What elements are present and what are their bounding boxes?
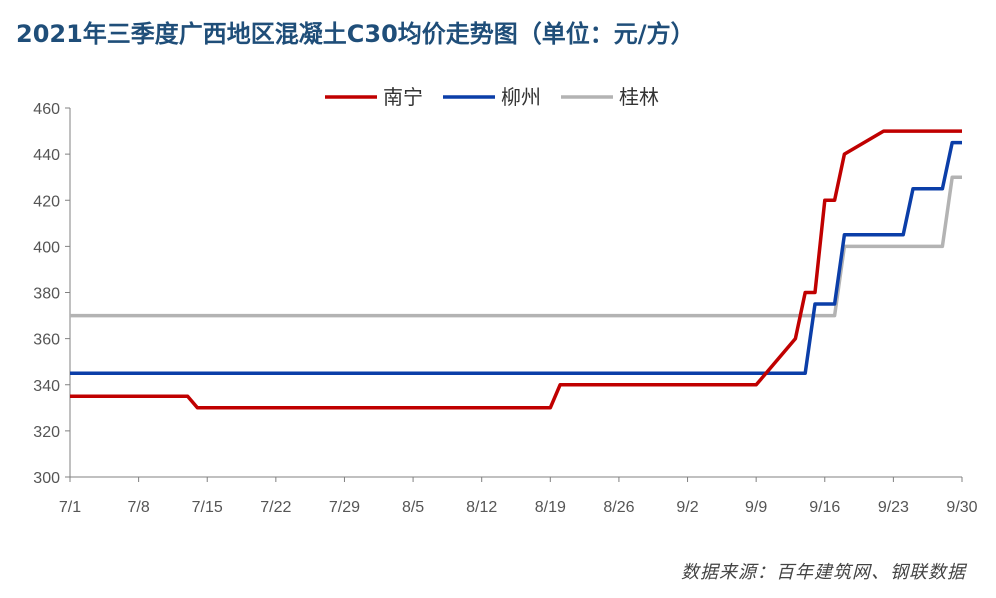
legend-label-1: 南宁 [383,85,423,109]
chart-axes: 300 320 340 360 380 400 420 440 460 7/1 7/8 7/15 7/2… [33,101,977,516]
x-tick-label: 8/12 [466,499,497,516]
y-tick-label: 420 [33,193,60,210]
y-tick-label: 360 [33,332,60,349]
y-tick-label: 400 [33,239,60,256]
legend-label-3: 桂林 [619,85,659,109]
chart-legend: 南宁 柳州 桂林 [325,85,659,109]
x-tick-label: 7/29 [329,499,360,516]
x-tick-label: 7/22 [260,499,291,516]
y-tick-label: 320 [33,424,60,441]
x-tick-label: 9/2 [676,499,698,516]
y-tick-label: 460 [33,101,60,118]
x-tick-label: 8/26 [603,499,634,516]
series-line-3 [70,175,962,318]
y-tick-label: 440 [33,147,60,164]
legend-label-2: 柳州 [501,85,541,109]
y-tick-label: 340 [33,378,60,395]
y-tick-label: 380 [33,286,60,303]
x-tick-label: 8/5 [402,499,424,516]
series-line-2 [70,140,962,375]
y-tick-label: 300 [33,470,60,487]
x-tick-label: 9/30 [946,499,977,516]
chart-source: 数据来源：百年建筑网、钢联数据 [681,562,966,583]
x-tick-label: 9/9 [745,499,767,516]
x-tick-label: 9/23 [878,499,909,516]
series-line-1 [70,129,962,410]
x-tick-label: 7/8 [127,499,149,516]
chart-series [70,129,962,410]
x-tick-label: 7/1 [59,499,81,516]
x-tick-label: 9/16 [809,499,840,516]
chart-title: 2021年三季度广西地区混凝土C30均价走势图（单位：元/方） [16,20,695,48]
x-tick-label: 8/19 [535,499,566,516]
x-tick-label: 7/15 [192,499,223,516]
